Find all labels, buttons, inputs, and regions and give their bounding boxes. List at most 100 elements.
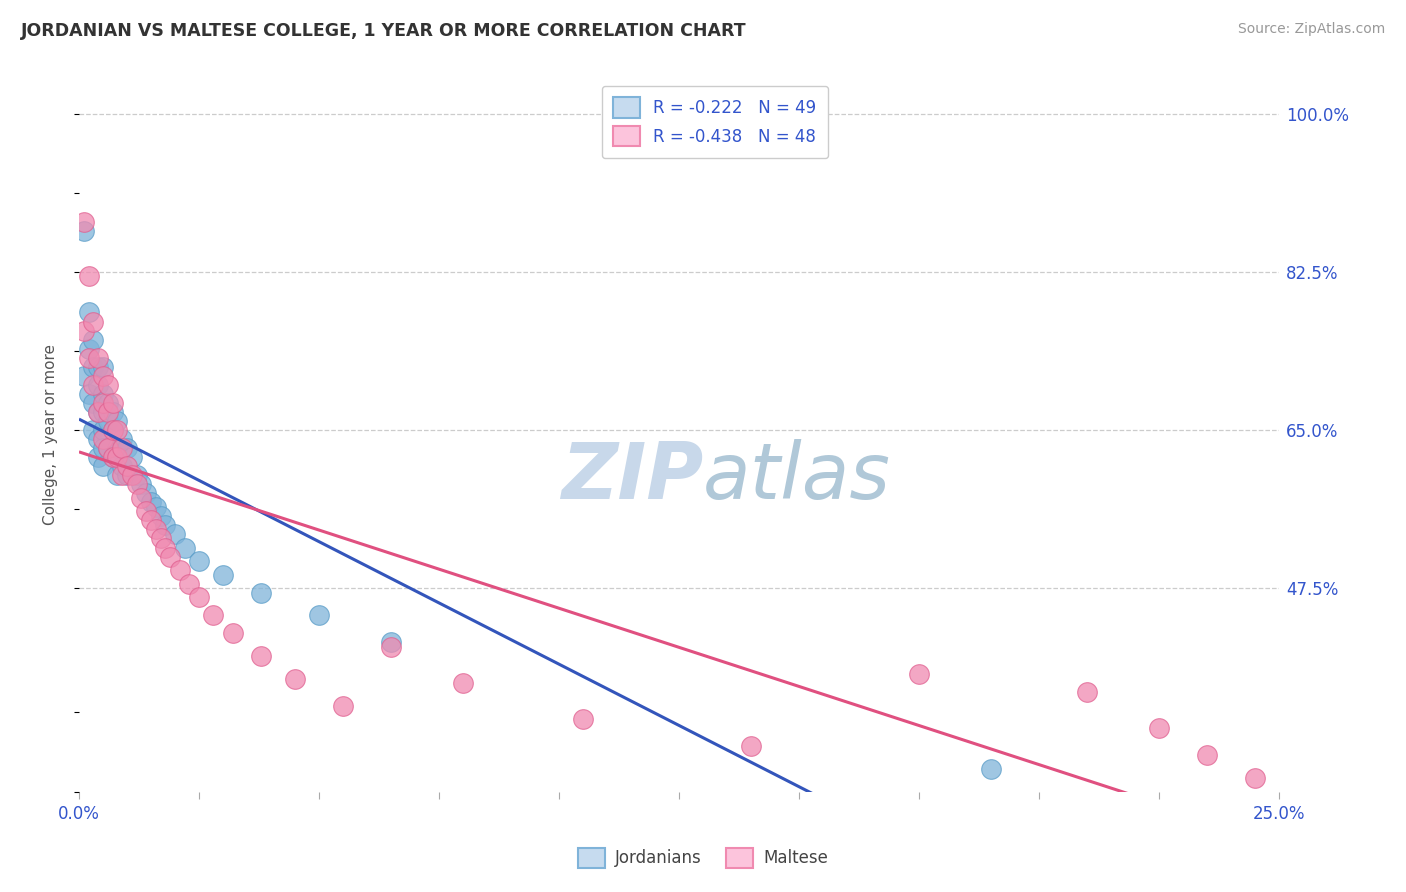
Point (111, 459, 134, 474)
Point (97, 377, 120, 392)
Point (97, 441, 120, 455)
Point (87, 405, 110, 419)
Point (101, 450, 124, 464)
Point (908, 667, 931, 681)
Point (572, 712, 595, 726)
Point (82, 377, 104, 392)
Point (82, 423, 104, 437)
Point (91, 441, 114, 455)
Point (101, 405, 124, 419)
Point (187, 554, 209, 568)
Point (87, 432, 110, 446)
Point (73, 215, 96, 229)
Point (380, 635, 402, 649)
Point (139, 495, 162, 509)
Point (87, 405, 110, 419)
Point (121, 450, 143, 464)
Point (97, 441, 120, 455)
Point (73, 224, 96, 238)
Point (332, 698, 354, 713)
Point (187, 591, 209, 605)
Point (105, 441, 128, 455)
Point (131, 477, 153, 491)
Point (308, 608, 330, 623)
Point (179, 576, 201, 591)
Point (131, 491, 153, 505)
Point (73, 368, 96, 383)
Point (77, 342, 100, 356)
Point (155, 517, 177, 532)
Point (105, 423, 128, 437)
Text: atlas: atlas (703, 440, 891, 516)
Point (91, 387, 114, 401)
Point (451, 676, 474, 690)
Point (87, 450, 110, 464)
Point (91, 432, 114, 446)
Point (284, 672, 307, 686)
Point (250, 648, 273, 663)
Point (82, 333, 104, 347)
Point (149, 532, 172, 546)
Point (169, 563, 191, 577)
Point (145, 523, 167, 537)
Text: JORDANIAN VS MALTESE COLLEGE, 1 YEAR OR MORE CORRELATION CHART: JORDANIAN VS MALTESE COLLEGE, 1 YEAR OR … (21, 22, 747, 40)
Point (163, 527, 186, 541)
Text: Source: ZipAtlas.com: Source: ZipAtlas.com (1237, 22, 1385, 37)
Point (135, 504, 157, 518)
Point (121, 468, 143, 483)
Point (202, 608, 225, 623)
Point (155, 541, 177, 555)
Point (97, 405, 120, 419)
Point (101, 423, 124, 437)
Point (149, 508, 172, 523)
Point (82, 359, 104, 374)
Legend: Jordanians, Maltese: Jordanians, Maltese (571, 841, 835, 875)
Point (91, 359, 114, 374)
Point (173, 541, 195, 555)
Point (77, 351, 100, 365)
Point (105, 450, 128, 464)
Text: ZIP: ZIP (561, 440, 703, 516)
Point (125, 477, 148, 491)
Point (145, 500, 167, 514)
Point (1195, 748, 1218, 763)
Point (139, 513, 162, 527)
Y-axis label: College, 1 year or more: College, 1 year or more (44, 344, 58, 525)
Point (125, 468, 148, 483)
Point (111, 468, 134, 483)
Point (115, 468, 138, 483)
Point (77, 387, 100, 401)
Point (82, 396, 104, 410)
Point (159, 549, 181, 564)
Point (135, 486, 157, 500)
Point (1076, 685, 1098, 699)
Point (91, 459, 114, 474)
Point (221, 626, 243, 640)
Legend: R = -0.222   N = 49, R = -0.438   N = 48: R = -0.222 N = 49, R = -0.438 N = 48 (602, 86, 828, 158)
Point (91, 405, 114, 419)
Point (740, 739, 762, 754)
Point (101, 423, 124, 437)
Point (87, 359, 110, 374)
Point (111, 441, 134, 455)
Point (91, 423, 114, 437)
Point (212, 567, 235, 582)
Point (115, 459, 138, 474)
Point (91, 368, 114, 383)
Point (87, 377, 110, 392)
Point (105, 468, 128, 483)
Point (115, 441, 138, 455)
Point (111, 432, 134, 446)
Point (980, 762, 1002, 776)
Point (105, 414, 128, 428)
Point (97, 414, 120, 428)
Point (380, 640, 402, 654)
Point (101, 450, 124, 464)
Point (87, 351, 110, 365)
Point (77, 305, 100, 319)
Point (91, 396, 114, 410)
Point (77, 269, 100, 284)
Point (1244, 771, 1267, 785)
Point (250, 585, 273, 599)
Point (1147, 721, 1170, 735)
